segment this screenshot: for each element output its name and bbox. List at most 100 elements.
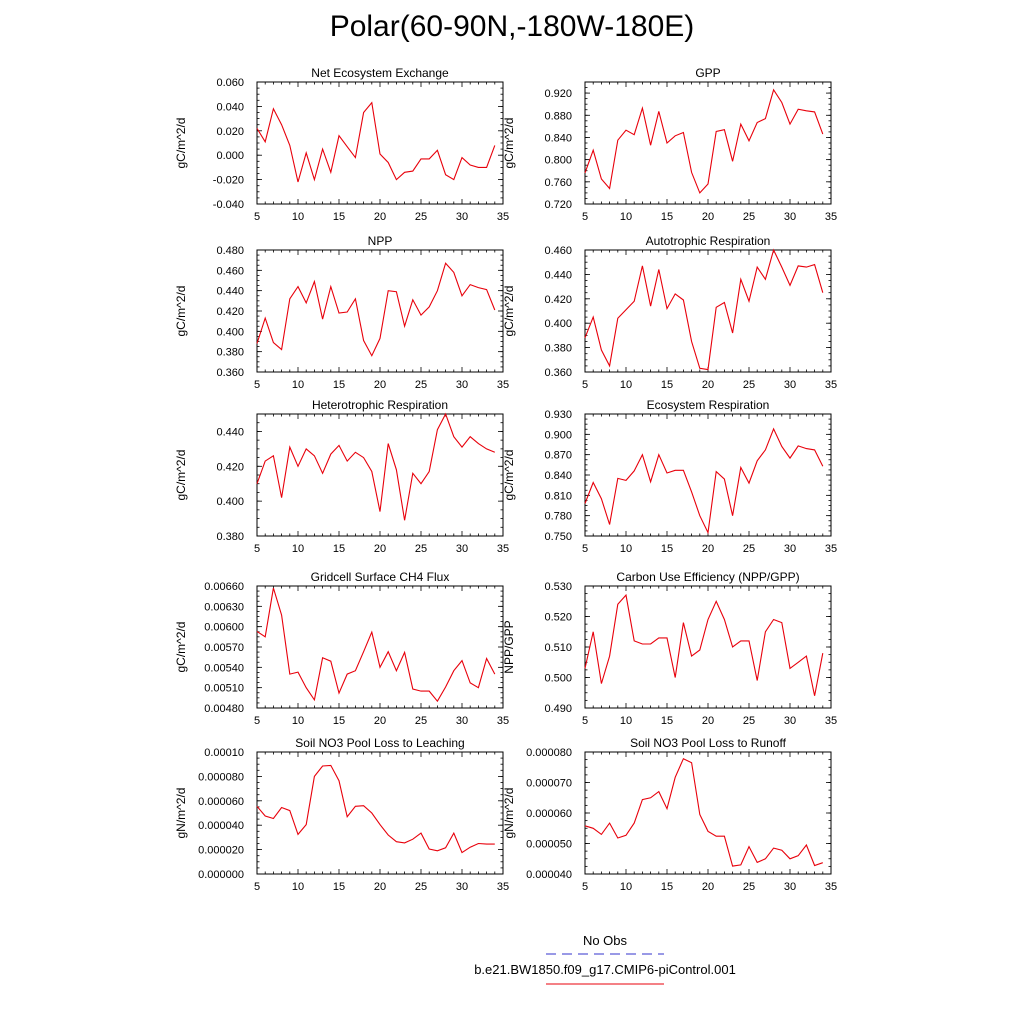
- x-tick-label: 20: [374, 715, 386, 727]
- x-tick-label: 30: [784, 379, 796, 391]
- x-tick-label: 35: [497, 379, 509, 391]
- y-tick-label: 0.000020: [198, 845, 244, 857]
- x-tick-label: 30: [456, 881, 468, 893]
- y-tick-label: 0.00630: [204, 601, 244, 613]
- x-tick-label: 15: [661, 379, 673, 391]
- series-line: [256, 587, 496, 703]
- x-tick-label: 5: [254, 211, 260, 223]
- series-line: [584, 88, 824, 194]
- y-tick-label: 0.360: [216, 367, 244, 379]
- y-tick-label: 0.490: [544, 703, 572, 715]
- y-axis-label: gC/m^2/d: [174, 118, 188, 169]
- x-tick-label: 30: [456, 715, 468, 727]
- x-tick-label: 5: [582, 211, 588, 223]
- y-axis-label: gC/m^2/d: [174, 450, 188, 501]
- x-tick-label: 35: [497, 211, 509, 223]
- y-tick-label: 0.840: [544, 470, 572, 482]
- x-tick-label: 35: [825, 715, 837, 727]
- x-tick-label: 20: [374, 543, 386, 555]
- plot-frame: [584, 413, 832, 537]
- x-tick-label: 15: [333, 379, 345, 391]
- y-tick-label: 0.400: [216, 326, 244, 338]
- y-tick-label: 0.460: [544, 245, 572, 257]
- y-tick-label: 0.870: [544, 450, 572, 462]
- x-tick-label: 25: [415, 543, 427, 555]
- x-tick-label: 10: [292, 715, 304, 727]
- panel-title: Soil NO3 Pool Loss to Runoff: [630, 736, 787, 750]
- x-tick-label: 20: [374, 881, 386, 893]
- y-tick-label: 0.720: [544, 199, 572, 211]
- y-tick-label: 0.060: [216, 77, 244, 89]
- x-tick-label: 25: [743, 543, 755, 555]
- panel-title: Carbon Use Efficiency (NPP/GPP): [616, 570, 799, 584]
- x-tick-label: 5: [254, 379, 260, 391]
- x-tick-label: 15: [661, 543, 673, 555]
- y-tick-label: 0.00570: [204, 642, 244, 654]
- x-tick-label: 10: [620, 379, 632, 391]
- y-tick-label: 0.800: [544, 155, 572, 167]
- x-tick-label: 25: [415, 881, 427, 893]
- x-tick-label: 25: [415, 211, 427, 223]
- x-tick-label: 35: [497, 881, 509, 893]
- y-tick-label: 0.000060: [198, 796, 244, 808]
- panel-title: Ecosystem Respiration: [647, 398, 770, 412]
- y-tick-label: 0.000080: [526, 747, 572, 759]
- x-tick-label: 35: [825, 881, 837, 893]
- x-tick-label: 20: [702, 715, 714, 727]
- y-axis-label: gC/m^2/d: [502, 118, 516, 169]
- y-tick-label: 0.000040: [526, 869, 572, 881]
- x-tick-label: 5: [582, 715, 588, 727]
- x-tick-label: 20: [702, 211, 714, 223]
- plot-frame: [256, 585, 504, 709]
- y-tick-label: 0.440: [216, 426, 244, 438]
- y-tick-label: 0.000: [216, 150, 244, 162]
- y-tick-label: 0.380: [544, 343, 572, 355]
- panel-title: Soil NO3 Pool Loss to Leaching: [295, 736, 464, 750]
- panel-title: NPP: [368, 234, 393, 248]
- plot-frame: [584, 81, 832, 205]
- series-line: [256, 764, 495, 854]
- y-axis-label: gC/m^2/d: [502, 286, 516, 337]
- x-tick-label: 35: [497, 715, 509, 727]
- x-tick-label: 5: [582, 543, 588, 555]
- x-tick-label: 10: [292, 379, 304, 391]
- series-line: [584, 757, 823, 867]
- y-tick-label: 0.000070: [526, 778, 572, 790]
- x-tick-label: 15: [661, 211, 673, 223]
- series-line: [584, 427, 824, 535]
- y-tick-label: 0.440: [544, 269, 572, 281]
- y-tick-label: -0.040: [213, 199, 244, 211]
- plot-frame: [256, 413, 504, 537]
- x-tick-label: 20: [374, 379, 386, 391]
- y-tick-label: 0.420: [216, 461, 244, 473]
- y-axis-label: gC/m^2/d: [502, 450, 516, 501]
- y-tick-label: 0.880: [544, 110, 572, 122]
- y-axis-label: gC/m^2/d: [174, 286, 188, 337]
- x-tick-label: 25: [743, 379, 755, 391]
- x-tick-label: 15: [333, 211, 345, 223]
- x-tick-label: 10: [620, 881, 632, 893]
- y-tick-label: 0.00510: [204, 683, 244, 695]
- y-tick-label: 0.000050: [526, 839, 572, 851]
- x-tick-label: 30: [456, 379, 468, 391]
- y-tick-label: 0.00540: [204, 662, 244, 674]
- y-tick-label: 0.00480: [204, 703, 244, 715]
- x-tick-label: 5: [582, 379, 588, 391]
- x-tick-label: 10: [620, 211, 632, 223]
- x-tick-label: 25: [415, 379, 427, 391]
- y-tick-label: 0.400: [544, 318, 572, 330]
- y-axis-label: gC/m^2/d: [174, 622, 188, 673]
- y-axis-label: gN/m^2/d: [502, 788, 516, 839]
- x-tick-label: 20: [702, 543, 714, 555]
- series-line: [584, 593, 824, 696]
- y-tick-label: 0.000000: [198, 869, 244, 881]
- panel-title: GPP: [695, 66, 720, 80]
- y-tick-label: 0.930: [544, 409, 572, 421]
- x-tick-label: 35: [825, 211, 837, 223]
- panel-title: Net Ecosystem Exchange: [311, 66, 449, 80]
- series-line: [256, 262, 496, 357]
- x-tick-label: 10: [292, 211, 304, 223]
- y-tick-label: 0.380: [216, 531, 244, 543]
- y-tick-label: 0.000040: [198, 820, 244, 832]
